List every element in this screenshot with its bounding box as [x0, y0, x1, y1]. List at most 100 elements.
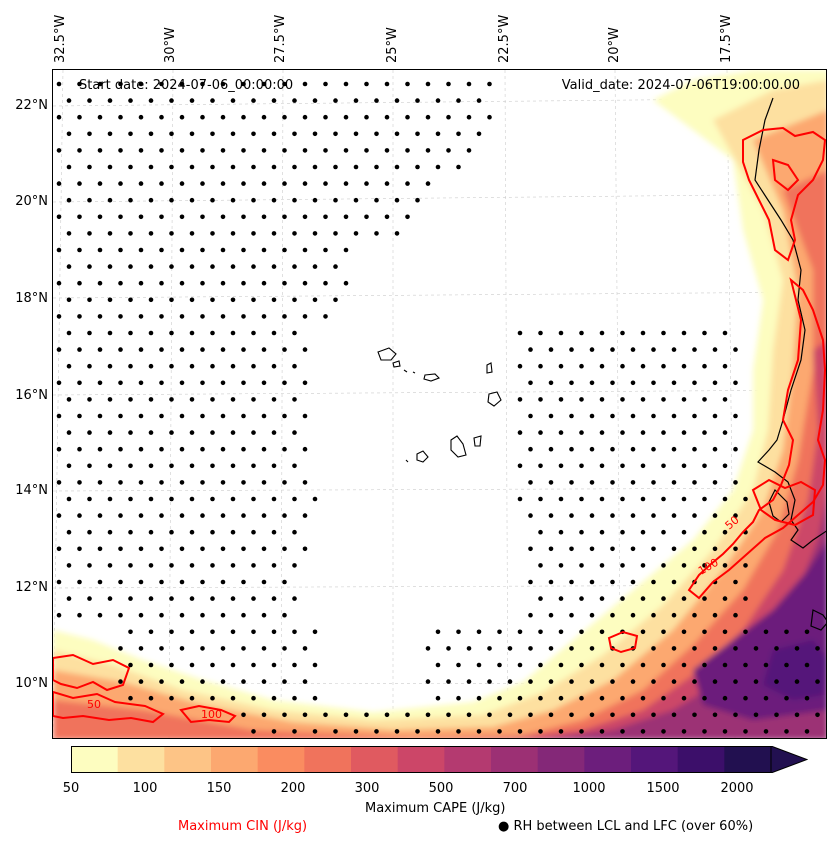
- rh-dot: [620, 729, 625, 734]
- rh-dot: [651, 712, 656, 718]
- rh-dot: [87, 98, 92, 103]
- rh-dot: [200, 247, 205, 253]
- rh-dot: [517, 629, 523, 635]
- colorbar-segment: [537, 746, 585, 773]
- rh-dot: [394, 231, 400, 236]
- rh-dot: [405, 214, 410, 220]
- rh-dot: [661, 729, 666, 734]
- rh-dot: [589, 579, 595, 585]
- rh-dot: [138, 579, 144, 585]
- rh-dot: [179, 181, 185, 186]
- rh-dot: [159, 446, 164, 452]
- rh-dot: [230, 463, 236, 469]
- rh-dot: [651, 679, 656, 684]
- rh-dot: [302, 646, 308, 651]
- rh-dot: [241, 413, 246, 419]
- rh-dot: [200, 114, 205, 120]
- rh-dot: [569, 579, 574, 585]
- rh-dot: [323, 314, 328, 319]
- rh-dot: [220, 513, 226, 518]
- rh-dot: [743, 695, 748, 701]
- rh-dot: [189, 197, 195, 203]
- rh-dot: [733, 347, 738, 352]
- rh-dot: [681, 330, 687, 336]
- rh-dot: [118, 347, 123, 352]
- rh-dot: [251, 98, 256, 103]
- rh-dot: [241, 380, 246, 386]
- rh-dot: [579, 529, 584, 535]
- rh-dot: [220, 679, 226, 684]
- rh-dot: [374, 197, 379, 203]
- rh-dot: [538, 695, 543, 701]
- rh-dot: [671, 646, 677, 651]
- rh-dot: [97, 148, 103, 153]
- rh-dot: [558, 662, 564, 668]
- rh-dot: [312, 297, 318, 303]
- rh-dot: [282, 513, 287, 518]
- rh-dot: [425, 712, 431, 718]
- rh-dot: [230, 662, 236, 668]
- rh-dot: [148, 695, 154, 701]
- rh-dot: [169, 629, 174, 635]
- rh-dot: [251, 197, 256, 203]
- rh-dot: [118, 579, 123, 585]
- rh-dot: [743, 662, 748, 668]
- rh-dot: [66, 231, 72, 236]
- rh-dot: [630, 380, 636, 386]
- rh-dot: [159, 148, 164, 153]
- rh-dot: [671, 480, 677, 485]
- rh-dot: [733, 380, 738, 386]
- rh-dot: [77, 546, 82, 552]
- colorbar-segment: [677, 746, 725, 773]
- rh-dot: [312, 695, 318, 701]
- rh-dot: [466, 712, 472, 718]
- rh-dot: [261, 513, 267, 518]
- rh-dot: [538, 430, 543, 435]
- cin-contour-coast-north: [742, 126, 826, 262]
- rh-dot: [620, 430, 625, 435]
- rh-dot: [66, 363, 72, 369]
- rh-dot: [189, 264, 195, 269]
- rh-dot: [302, 81, 308, 87]
- rh-dot: [241, 513, 246, 518]
- rh-dot: [763, 629, 769, 635]
- rh-dot: [671, 347, 677, 352]
- latitude-label: 10°N: [15, 676, 48, 691]
- rh-dot: [353, 197, 359, 203]
- map-frame[interactable]: 50 100 50 100 Start date: 2024-07-06_00:…: [52, 69, 827, 739]
- valid-date-label: Valid_date: 2024-07-06T19:00:00.00: [561, 78, 800, 93]
- rh-dot: [261, 380, 267, 386]
- rh-dot: [343, 247, 349, 253]
- rh-dot: [538, 496, 543, 502]
- rh-dot: [517, 662, 523, 668]
- rh-dot: [97, 480, 103, 485]
- rh-dot: [77, 114, 82, 120]
- rh-dot: [466, 81, 472, 87]
- rh-dot: [220, 480, 226, 485]
- rh-dot: [169, 529, 174, 535]
- rh-dot: [200, 214, 205, 220]
- rh-dot: [610, 546, 615, 552]
- rh-dot: [364, 114, 369, 120]
- rh-dot: [66, 264, 72, 269]
- rh-dot: [661, 563, 666, 568]
- rh-dot: [220, 114, 226, 120]
- rh-dot: [589, 546, 595, 552]
- rh-dot: [292, 729, 297, 734]
- rh-dot: [128, 164, 133, 170]
- rh-dot: [528, 546, 533, 552]
- rh-dot: [220, 380, 226, 386]
- rh-dot: [200, 579, 205, 585]
- rh-dot: [794, 646, 800, 651]
- rh-dot: [282, 380, 287, 386]
- rh-dot: [589, 513, 595, 518]
- rh-dot: [507, 679, 513, 684]
- rh-dot: [640, 430, 646, 435]
- rh-dot: [230, 197, 236, 203]
- map-canvas: 50 100 50 100: [53, 70, 826, 738]
- rh-dot: [692, 347, 697, 352]
- rh-dot: [538, 662, 543, 668]
- rh-dot: [579, 596, 584, 601]
- rh-dot: [169, 297, 174, 303]
- rh-dot: [271, 164, 277, 170]
